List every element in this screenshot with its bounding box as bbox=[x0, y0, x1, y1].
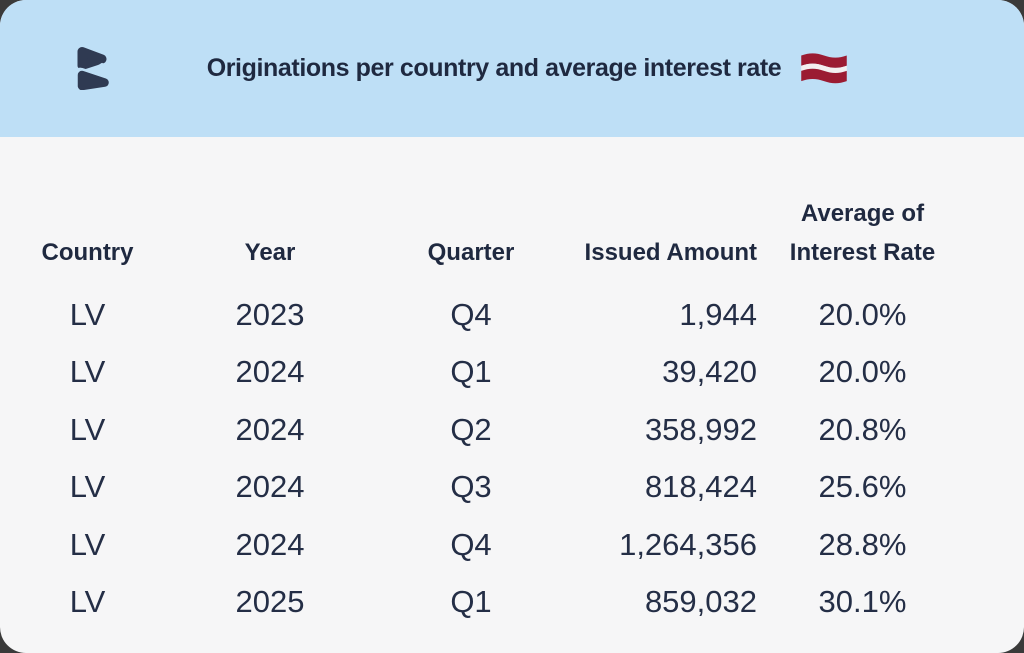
cell-country: LV bbox=[69, 296, 106, 332]
column-header-issued-amount: Issued Amount bbox=[584, 239, 757, 267]
cell-quarter: Q1 bbox=[450, 584, 492, 620]
header-title-group: Originations per country and average int… bbox=[207, 48, 848, 89]
latvia-flag-icon bbox=[801, 51, 848, 89]
column-header-avg-interest-rate: Average of Interest Rate bbox=[789, 200, 936, 267]
cell-country: LV bbox=[69, 526, 106, 562]
brand-logo-icon bbox=[74, 46, 113, 95]
table-row: LV 2024 Q2 358,992 20.8% bbox=[0, 401, 1024, 459]
table-row: LV 2024 Q3 818,424 25.6% bbox=[0, 459, 1024, 517]
cell-avg_interest_rate: 28.8% bbox=[818, 526, 907, 562]
table-body: LV 2023 Q4 1,944 20.0% LV 2024 Q1 39,420 20.0% LV 2… bbox=[0, 286, 1024, 631]
cell-issued_amount: 358,992 bbox=[644, 411, 757, 447]
cell-country: LV bbox=[69, 584, 106, 620]
cell-quarter: Q3 bbox=[450, 469, 492, 505]
cell-avg_interest_rate: 20.0% bbox=[818, 296, 907, 332]
page-title: Originations per country and average int… bbox=[206, 54, 782, 82]
table-row: LV 2025 Q1 859,032 30.1% bbox=[0, 574, 1024, 632]
row-spacer bbox=[962, 286, 1024, 344]
cell-year: 2025 bbox=[235, 584, 305, 620]
cell-issued_amount: 1,264,356 bbox=[619, 526, 757, 562]
cell-year: 2024 bbox=[235, 526, 305, 562]
cell-country: LV bbox=[69, 354, 106, 390]
cell-issued_amount: 1,944 bbox=[679, 296, 757, 332]
cell-year: 2024 bbox=[235, 411, 305, 447]
cell-avg_interest_rate: 30.1% bbox=[818, 584, 907, 620]
row-spacer bbox=[962, 344, 1024, 402]
cell-avg_interest_rate: 20.8% bbox=[818, 411, 907, 447]
table-header-row: Country Year Quarter Issued Amount Avera… bbox=[0, 137, 1024, 286]
cell-quarter: Q4 bbox=[450, 526, 492, 562]
cell-country: LV bbox=[69, 469, 106, 505]
header-spacer bbox=[962, 137, 1024, 286]
cell-year: 2023 bbox=[235, 296, 305, 332]
column-header-country: Country bbox=[41, 239, 134, 267]
cell-avg_interest_rate: 25.6% bbox=[818, 469, 907, 505]
table-row: LV 2024 Q1 39,420 20.0% bbox=[0, 344, 1024, 402]
originations-table: Country Year Quarter Issued Amount Avera… bbox=[0, 137, 1024, 631]
cell-issued_amount: 39,420 bbox=[662, 354, 757, 390]
table-row: LV 2023 Q4 1,944 20.0% bbox=[0, 286, 1024, 344]
cell-quarter: Q1 bbox=[450, 354, 492, 390]
header-banner: Originations per country and average int… bbox=[0, 0, 1024, 137]
column-header-quarter: Quarter bbox=[427, 239, 515, 267]
cell-quarter: Q2 bbox=[450, 411, 492, 447]
row-spacer bbox=[962, 516, 1024, 574]
cell-country: LV bbox=[69, 411, 106, 447]
row-spacer bbox=[962, 401, 1024, 459]
cell-year: 2024 bbox=[235, 469, 305, 505]
row-spacer bbox=[962, 574, 1024, 632]
row-spacer bbox=[962, 459, 1024, 517]
cell-issued_amount: 859,032 bbox=[644, 584, 757, 620]
cell-year: 2024 bbox=[235, 354, 305, 390]
column-header-year: Year bbox=[244, 239, 296, 267]
cell-avg_interest_rate: 20.0% bbox=[818, 354, 907, 390]
table-row: LV 2024 Q4 1,264,356 28.8% bbox=[0, 516, 1024, 574]
cell-issued_amount: 818,424 bbox=[644, 469, 757, 505]
cell-quarter: Q4 bbox=[450, 296, 492, 332]
